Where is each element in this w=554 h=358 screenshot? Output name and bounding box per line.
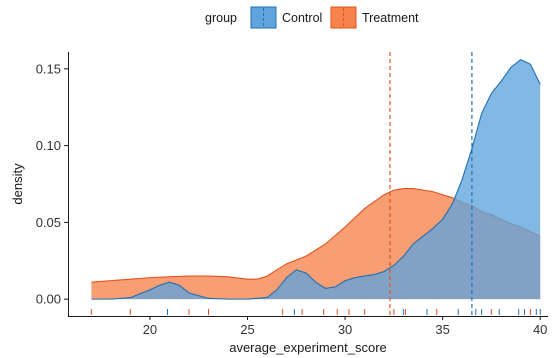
x-tick-label: 30: [338, 322, 352, 337]
density-area-control: [91, 59, 541, 300]
density-line-control: [91, 59, 541, 300]
legend: group Control Treatment: [205, 6, 419, 29]
y-axis-title: density: [10, 163, 25, 205]
y-tick-label: 0.10: [36, 138, 61, 153]
x-tick-label: 40: [533, 322, 547, 337]
y-tick-label: 0.00: [36, 292, 61, 307]
x-ticks: 20 25 30 35 40: [143, 316, 547, 337]
legend-label-treatment: Treatment: [362, 11, 419, 25]
legend-swatch-treatment: [330, 6, 357, 29]
y-tick-label: 0.15: [36, 61, 61, 76]
x-tick-label: 25: [240, 322, 254, 337]
legend-key-treatment: Treatment: [330, 6, 419, 29]
legend-key-control: Control: [250, 6, 322, 29]
x-axis-title: average_experiment_score: [229, 340, 387, 355]
legend-swatch-control: [250, 6, 277, 29]
legend-title: group: [205, 11, 237, 25]
mean-lines: [389, 52, 473, 316]
y-ticks: 0.00 0.05 0.10 0.15: [36, 61, 68, 307]
legend-label-control: Control: [282, 11, 322, 25]
density-areas: [91, 59, 541, 300]
rug-marks: [90, 309, 541, 315]
x-tick-label: 35: [435, 322, 449, 337]
y-tick-label: 0.05: [36, 215, 61, 230]
x-tick-label: 20: [143, 322, 157, 337]
